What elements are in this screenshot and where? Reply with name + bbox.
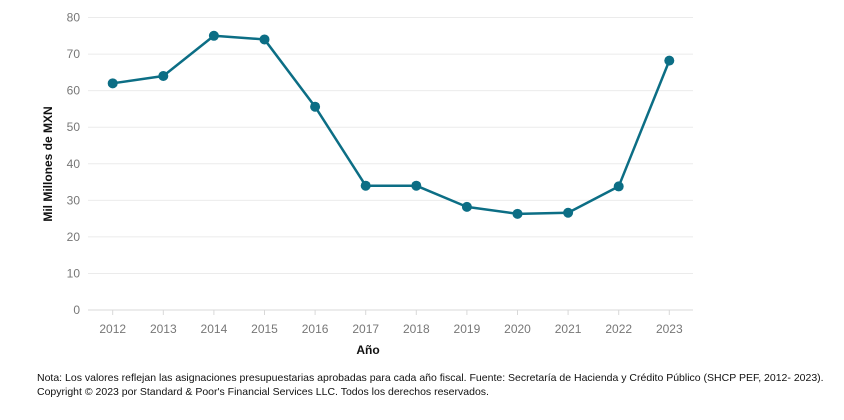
- y-tick-label: 70: [67, 47, 81, 61]
- footnote-note: Nota: Los valores reflejan las asignacio…: [37, 372, 824, 384]
- y-tick-label: 0: [73, 303, 80, 317]
- data-point: [310, 101, 321, 112]
- x-axis-ticks: 2012 2013 2014 2015 2016 2017 2018 2019 2020 2021…: [99, 310, 683, 336]
- x-tick-label: 2017: [352, 322, 379, 336]
- y-tick-label: 40: [67, 157, 81, 171]
- y-tick-label: 10: [67, 266, 81, 280]
- x-tick-label: 2019: [454, 322, 481, 336]
- x-axis-title: Año: [356, 343, 379, 357]
- x-tick-label: 2023: [656, 322, 683, 336]
- x-tick-label: 2018: [403, 322, 430, 336]
- data-point: [158, 71, 169, 81]
- data-point: [208, 30, 219, 41]
- x-tick-label: 2013: [150, 322, 177, 336]
- data-point: [411, 180, 422, 191]
- gridlines: [88, 17, 693, 311]
- footnote-copyright: Copyright © 2023 por Standard & Poor's F…: [37, 385, 489, 398]
- data-point: [563, 207, 574, 218]
- data-point: [613, 181, 624, 192]
- y-tick-label: 50: [67, 120, 81, 134]
- data-point: [461, 201, 472, 212]
- x-tick-label: 2021: [555, 322, 582, 336]
- y-tick-label: 20: [67, 230, 81, 244]
- y-axis-title: Mil Millones de MXN: [41, 106, 55, 221]
- data-point: [259, 34, 270, 45]
- data-point: [360, 180, 371, 191]
- x-tick-label: 2016: [302, 322, 329, 336]
- x-tick-label: 2012: [99, 322, 126, 336]
- y-tick-label: 30: [67, 193, 81, 207]
- x-tick-label: 2022: [605, 322, 632, 336]
- y-tick-label: 80: [67, 11, 81, 25]
- data-point: [107, 78, 118, 89]
- x-tick-label: 2020: [504, 322, 531, 336]
- series: [107, 30, 675, 219]
- footnote: Nota: Los valores reflejan las asignacio…: [37, 372, 827, 399]
- y-axis-ticks: 0 10 20 30 40 50 60 70 80: [67, 11, 81, 318]
- x-tick-label: 2015: [251, 322, 278, 336]
- x-tick-label: 2014: [201, 322, 228, 336]
- data-point: [512, 208, 523, 219]
- data-point: [664, 55, 675, 66]
- y-tick-label: 60: [67, 84, 81, 98]
- series-line: [112, 34, 671, 216]
